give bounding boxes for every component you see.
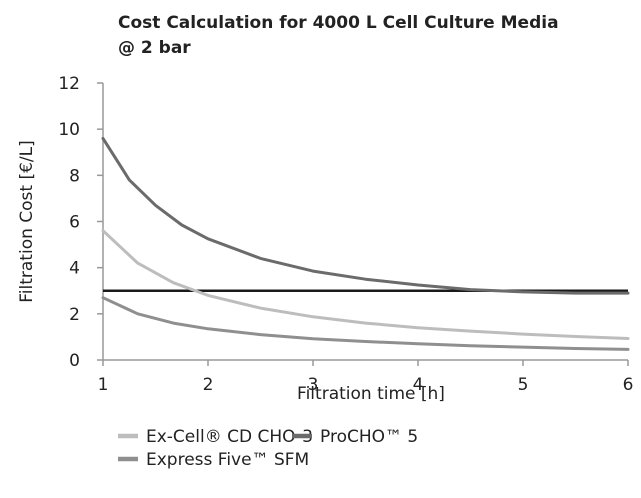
y-tick-labels: 0 2 4 6 8 10 12 [58,74,103,371]
x-tick-labels: 1 2 3 4 5 6 [98,360,634,395]
legend: Ex-Cell® CD CHO-3 ProCHO™ 5 Express Five™ … [118,427,418,470]
x-tick-label: 6 [623,375,634,395]
y-tick-label: 6 [69,213,80,233]
x-tick-label: 4 [413,375,424,395]
x-axis-label: Filtration time [h] [297,384,445,404]
y-tick-label: 2 [69,305,80,325]
y-tick-label: 8 [69,166,80,186]
x-tick-label: 1 [98,375,109,395]
series-lines [101,136,630,351]
y-tick-label: 10 [58,120,80,140]
chart-title-line-2: @ 2 bar [118,38,191,58]
y-axis-label: Filtration Cost [€/L] [17,140,37,303]
legend-label: Express Five™ SFM [146,450,309,470]
x-tick-label: 3 [308,375,319,395]
legend-label: ProCHO™ 5 [320,427,418,447]
x-tick-label: 2 [203,375,214,395]
y-tick-label: 12 [58,74,80,94]
y-tick-label: 0 [69,351,80,371]
x-tick-label: 5 [518,375,529,395]
series-line-2 [101,136,630,295]
series-line-1 [101,229,630,340]
chart-title-line-1: Cost Calculation for 4000 L Cell Culture… [118,13,559,33]
y-tick-label: 4 [69,259,80,279]
series-line-3 [101,296,630,351]
legend-label: Ex-Cell® CD CHO-3 [146,427,313,447]
